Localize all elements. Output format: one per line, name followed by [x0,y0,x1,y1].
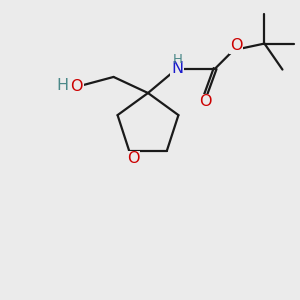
Text: O: O [230,38,242,53]
Text: O: O [70,79,83,94]
Text: H: H [57,78,69,93]
Text: H: H [173,53,183,66]
Text: O: O [127,152,140,166]
Text: N: N [171,61,183,76]
Text: O: O [199,94,212,110]
